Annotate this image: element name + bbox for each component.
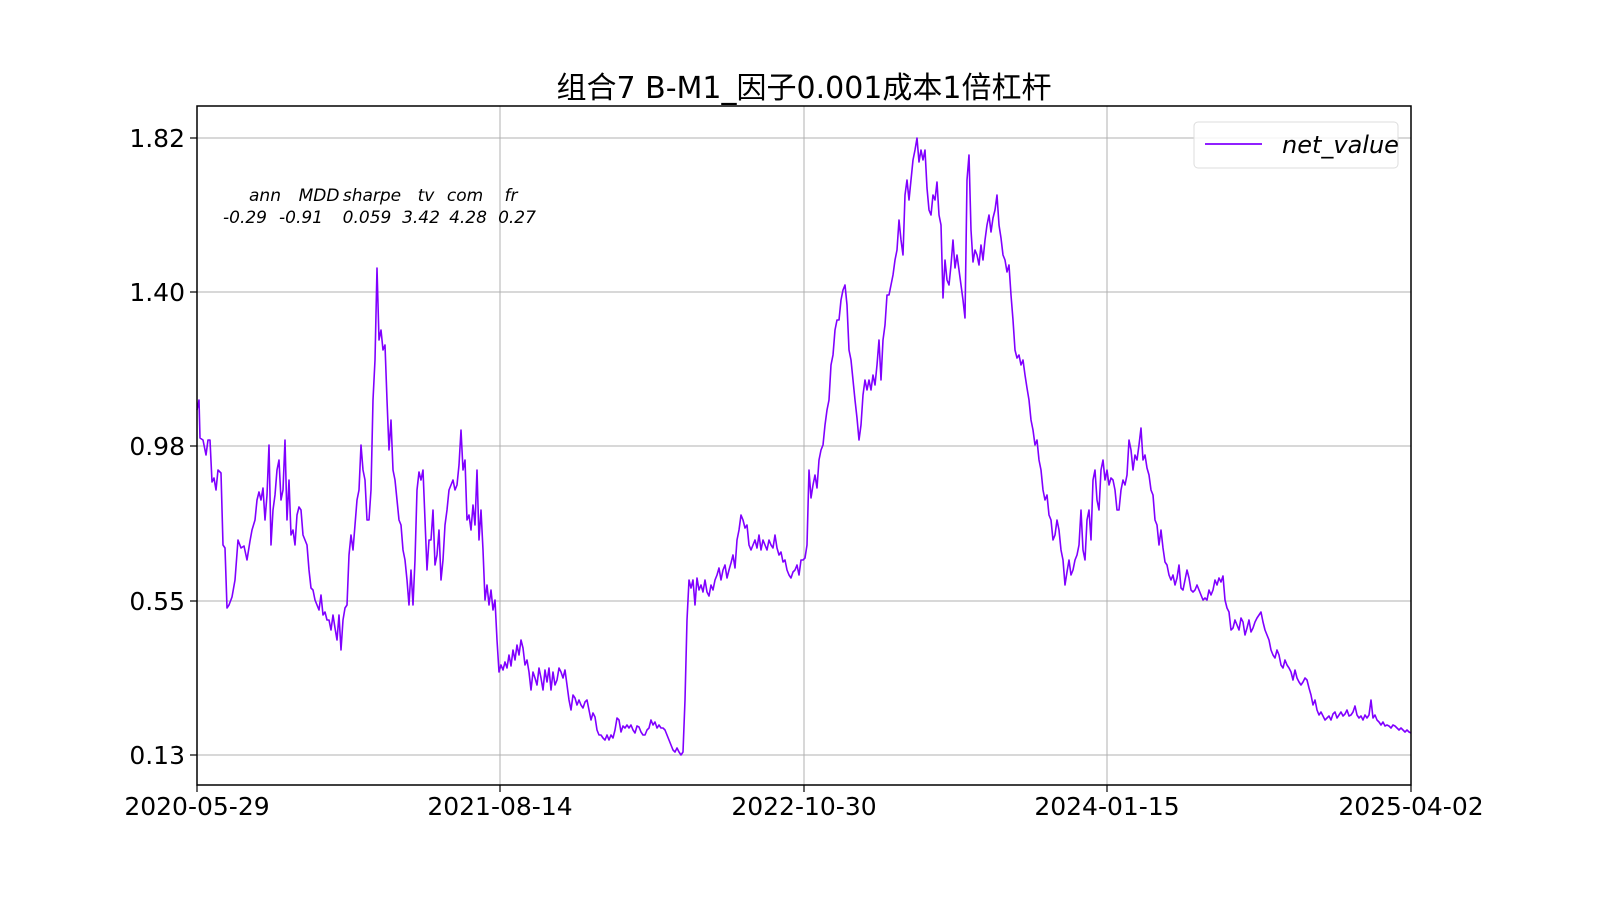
stats-header-sharpe: sharpe <box>343 186 401 206</box>
stats-header-tv: tv <box>418 186 436 206</box>
y-tick-label: 0.55 <box>129 587 185 616</box>
x-tick-label: 2020-05-29 <box>124 792 269 821</box>
x-axis-labels: 2020-05-29 2021-08-14 2022-10-30 2024-01… <box>124 792 1483 821</box>
legend-label: net_value <box>1282 131 1399 159</box>
y-tick-label: 1.40 <box>129 278 185 307</box>
stats-value-com: 4.28 <box>449 208 487 228</box>
x-tick-marks <box>196 785 1412 792</box>
stats-value-ann: -0.29 <box>223 208 267 228</box>
chart-title: 组合7 B-M1_因子0.001成本1倍杠杆 <box>557 71 1052 106</box>
x-tick-label: 2022-10-30 <box>731 792 876 821</box>
stats-header-fr: fr <box>505 186 519 206</box>
legend: net_value <box>1193 121 1399 169</box>
x-tick-label: 2024-01-15 <box>1034 792 1179 821</box>
stats-value-mdd: -0.91 <box>279 208 323 228</box>
y-tick-marks <box>190 137 197 756</box>
y-tick-label: 1.82 <box>129 124 185 153</box>
legend-box <box>1193 121 1399 169</box>
y-tick-label: 0.13 <box>129 741 185 770</box>
stats-header-com: com <box>447 186 483 206</box>
stats-header-ann: ann <box>249 186 281 206</box>
x-tick-label: 2021-08-14 <box>427 792 572 821</box>
x-tick-label: 2025-04-02 <box>1338 792 1483 821</box>
gridlines <box>197 106 1411 785</box>
stats-table: ann MDD sharpe tv com fr -0.29 -0.91 0.0… <box>223 186 536 228</box>
stats-value-tv: 3.42 <box>402 208 440 228</box>
stats-header-mdd: MDD <box>299 186 340 206</box>
y-tick-label: 0.98 <box>129 432 185 461</box>
net-value-line <box>196 137 1412 756</box>
stats-value-sharpe: 0.059 <box>343 208 392 228</box>
stats-value-fr: 0.27 <box>498 208 536 228</box>
y-axis-labels: 1.82 1.40 0.98 0.55 0.13 <box>129 124 185 770</box>
